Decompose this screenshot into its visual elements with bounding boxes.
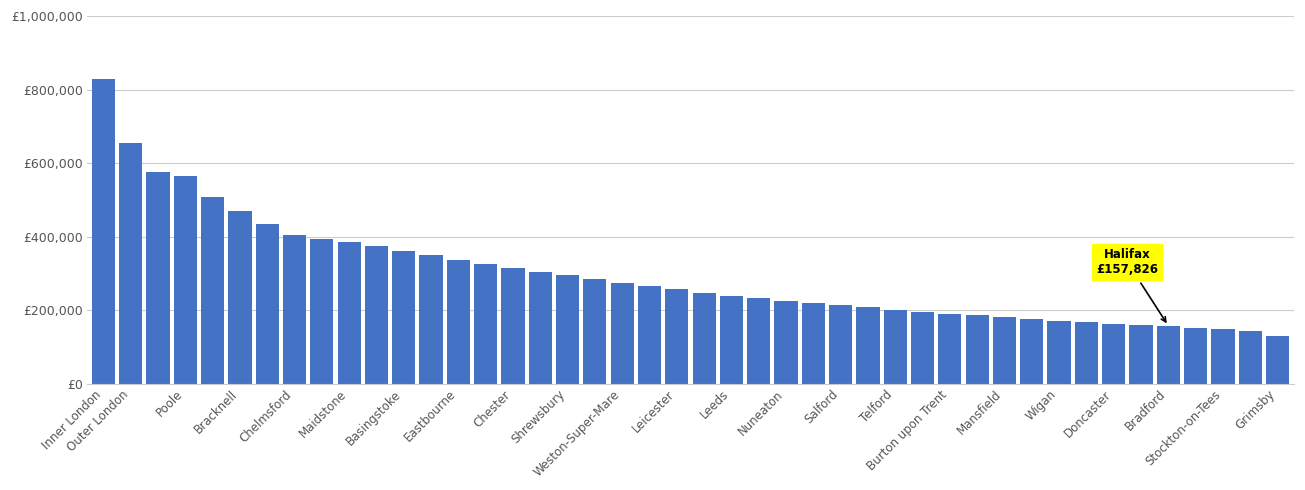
Bar — [501, 269, 525, 384]
Bar — [1103, 324, 1125, 384]
Bar — [829, 305, 852, 384]
Bar — [801, 303, 825, 384]
Bar — [1021, 318, 1044, 384]
Bar — [419, 255, 442, 384]
Bar — [256, 224, 279, 384]
Bar — [583, 279, 607, 384]
Bar — [1211, 329, 1235, 384]
Bar — [529, 271, 552, 384]
Bar — [611, 283, 634, 384]
Bar — [938, 314, 962, 384]
Bar — [1075, 322, 1098, 384]
Bar — [91, 78, 115, 384]
Bar — [720, 295, 743, 384]
Bar — [638, 286, 662, 384]
Bar — [146, 172, 170, 384]
Bar — [119, 143, 142, 384]
Bar — [556, 275, 579, 384]
Bar — [911, 312, 934, 384]
Bar — [474, 264, 497, 384]
Bar — [748, 298, 770, 384]
Bar — [966, 316, 989, 384]
Bar — [666, 289, 689, 384]
Bar — [1184, 327, 1207, 384]
Bar — [365, 246, 388, 384]
Bar — [393, 251, 415, 384]
Bar — [228, 211, 252, 384]
Bar — [283, 235, 307, 384]
Text: Halifax
£157,826: Halifax £157,826 — [1096, 248, 1165, 322]
Bar — [338, 242, 360, 384]
Bar — [446, 260, 470, 384]
Bar — [693, 293, 715, 384]
Bar — [774, 301, 797, 384]
Bar — [993, 317, 1017, 384]
Bar — [1238, 331, 1262, 384]
Bar — [1156, 326, 1180, 384]
Bar — [1266, 336, 1289, 384]
Bar — [1048, 320, 1070, 384]
Bar — [856, 307, 880, 384]
Bar — [1129, 325, 1152, 384]
Bar — [174, 176, 197, 384]
Bar — [311, 239, 334, 384]
Bar — [201, 197, 224, 384]
Bar — [883, 310, 907, 384]
